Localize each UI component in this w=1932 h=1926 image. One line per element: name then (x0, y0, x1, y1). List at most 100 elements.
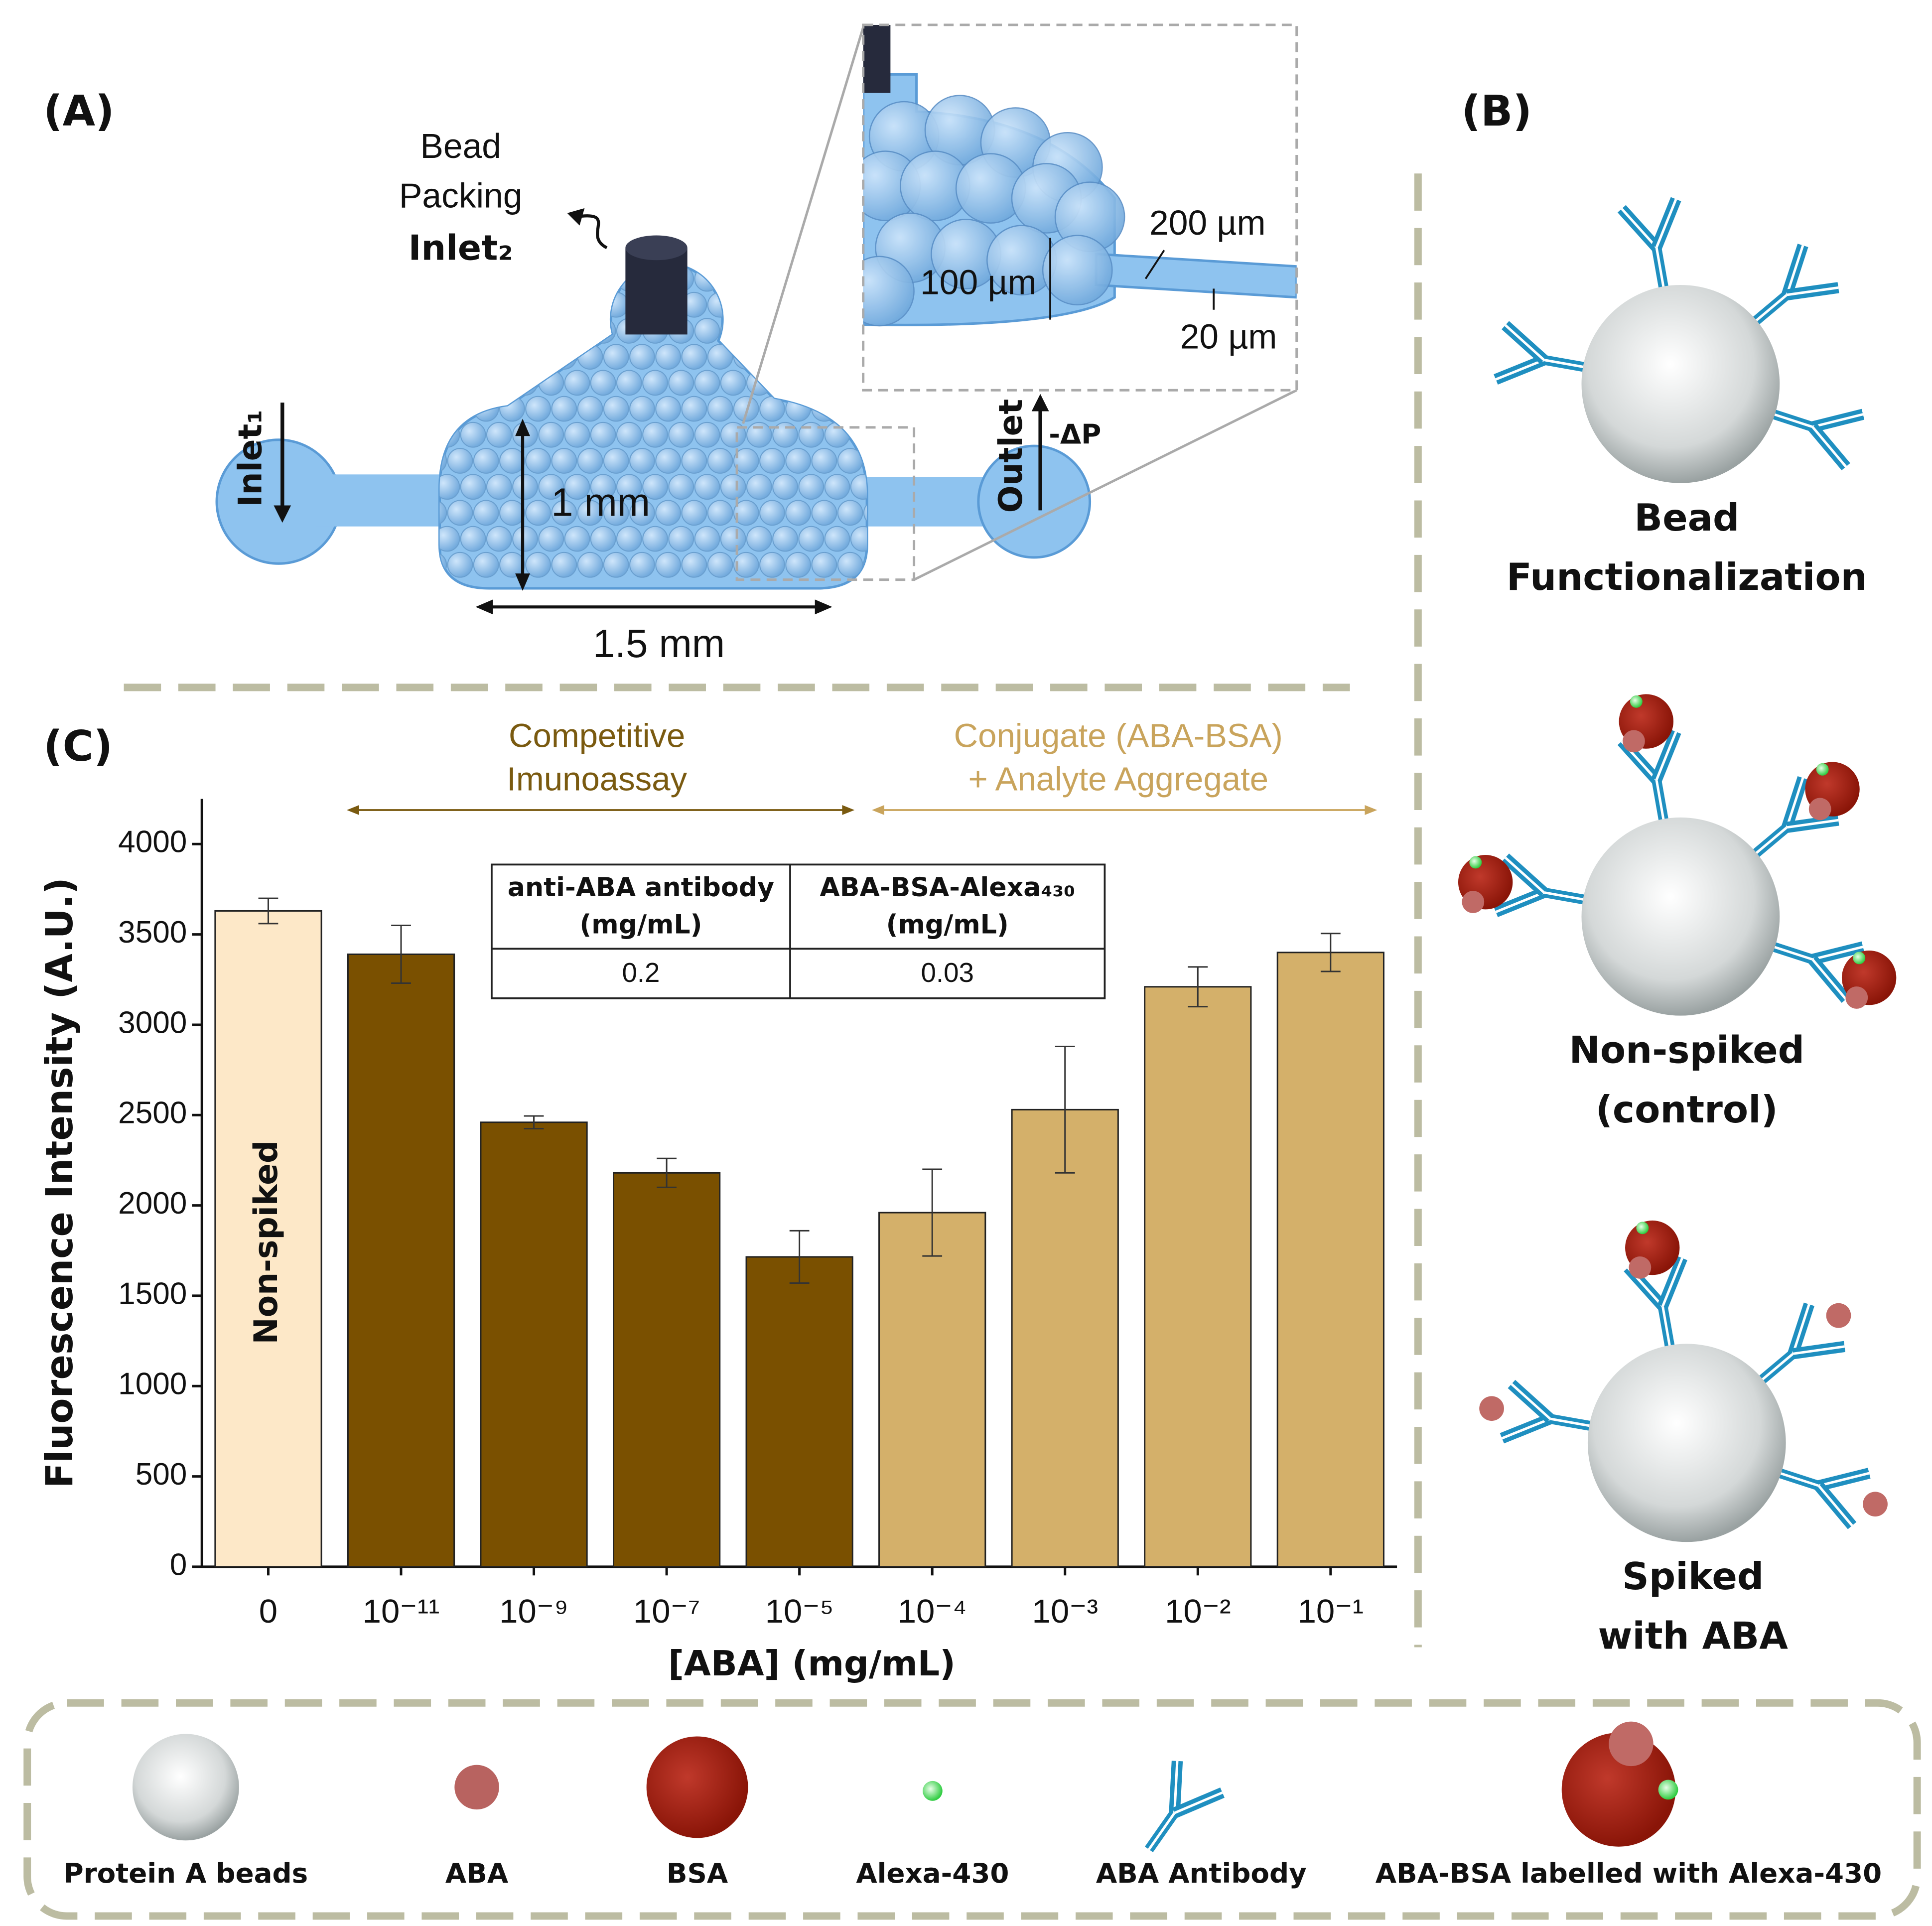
x-tick-label: 10⁻⁷ (633, 1593, 700, 1630)
inset (863, 24, 1297, 391)
bead (616, 474, 642, 500)
bsa (1561, 1732, 1676, 1847)
bead (439, 474, 460, 500)
table-frame (491, 863, 1106, 999)
inset-beads (863, 95, 1125, 327)
bar-chart: 0 500 1000 1500 2000 2500 3000 3500 4000 Fluoresc… (38, 717, 1397, 1684)
bead (551, 291, 577, 318)
antibody (1655, 780, 1666, 825)
bead (863, 448, 867, 474)
state-label: Bead (1634, 496, 1739, 540)
bead (837, 551, 863, 578)
inlet-tube (863, 24, 891, 93)
bead (629, 396, 655, 422)
antibody (1655, 731, 1677, 781)
bead (538, 318, 564, 344)
table-header: (mg/mL) (579, 910, 702, 940)
bead (551, 448, 577, 474)
table-cell: 0.2 (622, 957, 660, 988)
bead (668, 474, 694, 500)
aba (454, 1765, 499, 1810)
bead (525, 551, 551, 578)
x-axis-label: [ABA] (mg/mL) (668, 1644, 956, 1684)
x-tick-label: 10⁻⁴ (898, 1593, 967, 1630)
protein-a-bead (132, 1734, 239, 1841)
bead (447, 448, 473, 474)
bead (668, 421, 694, 448)
antibody (1776, 1471, 1819, 1487)
group-annotation: Conjugate (ABA-BSA) (954, 717, 1283, 755)
label: Bead (420, 127, 501, 165)
antibody (1174, 1791, 1223, 1814)
legend-label: Protein A beads (64, 1857, 308, 1889)
state-label: (control) (1596, 1088, 1778, 1131)
antibody (1661, 1257, 1683, 1307)
bead (746, 474, 772, 500)
bead (629, 344, 655, 370)
antibody (1148, 1812, 1176, 1850)
bead (486, 474, 512, 500)
bead (447, 344, 473, 370)
bead (772, 370, 798, 396)
antibody (1811, 959, 1847, 1000)
bead (616, 526, 642, 552)
x-tick-label: 10⁻³ (1032, 1593, 1098, 1630)
bar-annotation: Non-spiked (248, 1140, 285, 1345)
bead (603, 500, 629, 526)
legend-label: Alexa-430 (856, 1857, 1009, 1889)
bead (473, 396, 499, 422)
alexa (1816, 763, 1829, 776)
state-label: with ABA (1598, 1615, 1789, 1658)
panel-label: (A) (43, 87, 115, 136)
bead (486, 266, 512, 292)
bead (707, 448, 733, 474)
bead (655, 551, 681, 578)
state-label: Functionalization (1507, 555, 1867, 599)
bar (480, 1121, 588, 1568)
y-tick-label: 1000 (118, 1367, 187, 1401)
protein-a-bead (1581, 817, 1780, 1016)
bead (499, 291, 525, 318)
group-annotation: Competitive (509, 717, 685, 755)
bead (837, 396, 863, 422)
bead (629, 448, 655, 474)
zoom-box (735, 426, 916, 581)
dimension-label: 1 mm (551, 480, 650, 524)
layout (23, 23, 1921, 1920)
bead (824, 318, 850, 344)
y-tick-label: 500 (136, 1457, 187, 1492)
bead (603, 448, 629, 474)
antibody (1621, 208, 1657, 249)
alexa (1630, 695, 1643, 708)
bead (564, 474, 590, 500)
bead (720, 318, 746, 344)
bead (577, 344, 603, 370)
dimension-label: 200 µm (1149, 203, 1266, 242)
bead (473, 291, 499, 318)
bead (439, 396, 447, 422)
bead (668, 526, 694, 552)
bead (473, 344, 499, 370)
bead (499, 344, 525, 370)
bar (1144, 986, 1252, 1568)
y-tick-label: 4000 (118, 825, 187, 859)
bead (525, 344, 551, 370)
bead (824, 474, 850, 500)
bead (694, 318, 720, 344)
antibody (1786, 777, 1804, 828)
bead (811, 500, 837, 526)
bead (681, 396, 707, 422)
antibody (1495, 891, 1545, 913)
bead (811, 396, 837, 422)
bead (603, 396, 629, 422)
antibody (1787, 286, 1839, 296)
bead (785, 500, 812, 526)
bead (798, 318, 825, 344)
antibody (1504, 856, 1545, 894)
bead (746, 526, 772, 552)
bead (720, 474, 746, 500)
bead (733, 448, 759, 474)
bead (798, 474, 825, 500)
antibody (1511, 1383, 1551, 1420)
